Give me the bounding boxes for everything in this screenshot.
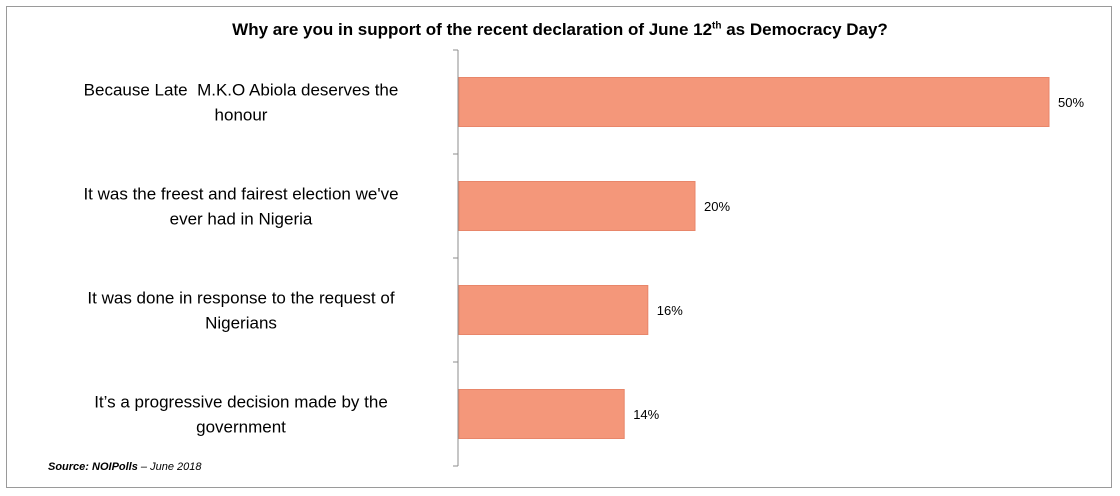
category-label: ever had in Nigeria [170,210,313,229]
data-label: 14% [633,407,659,422]
data-label: 20% [704,199,730,214]
category-label: It’s a progressive decision made by the [94,393,388,412]
category-label: It was done in response to the request o… [87,289,394,308]
category-label: It was the freest and fairest election w… [83,185,398,204]
bar [458,181,696,231]
bar [458,285,649,335]
category-label: government [196,418,286,437]
chart-title-suffix: as Democracy Day? [721,20,888,39]
source-note: Source: NOIPolls – June 2018 [48,461,201,473]
data-label: 16% [657,303,683,318]
bar [458,77,1050,127]
chart-title-main: Why are you in support of the recent dec… [232,20,713,39]
category-label: Because Late M.K.O Abiola deserves the [84,81,399,100]
category-label: Nigerians [205,314,277,333]
source-date: – June 2018 [137,461,202,473]
category-label: honour [215,106,268,125]
data-label: 50% [1058,95,1084,110]
chart-title: Why are you in support of the recent dec… [0,20,1120,40]
chart-title-superscript: th [712,20,722,32]
source-label: Source: NOIPolls [48,461,138,473]
bar [458,389,625,439]
